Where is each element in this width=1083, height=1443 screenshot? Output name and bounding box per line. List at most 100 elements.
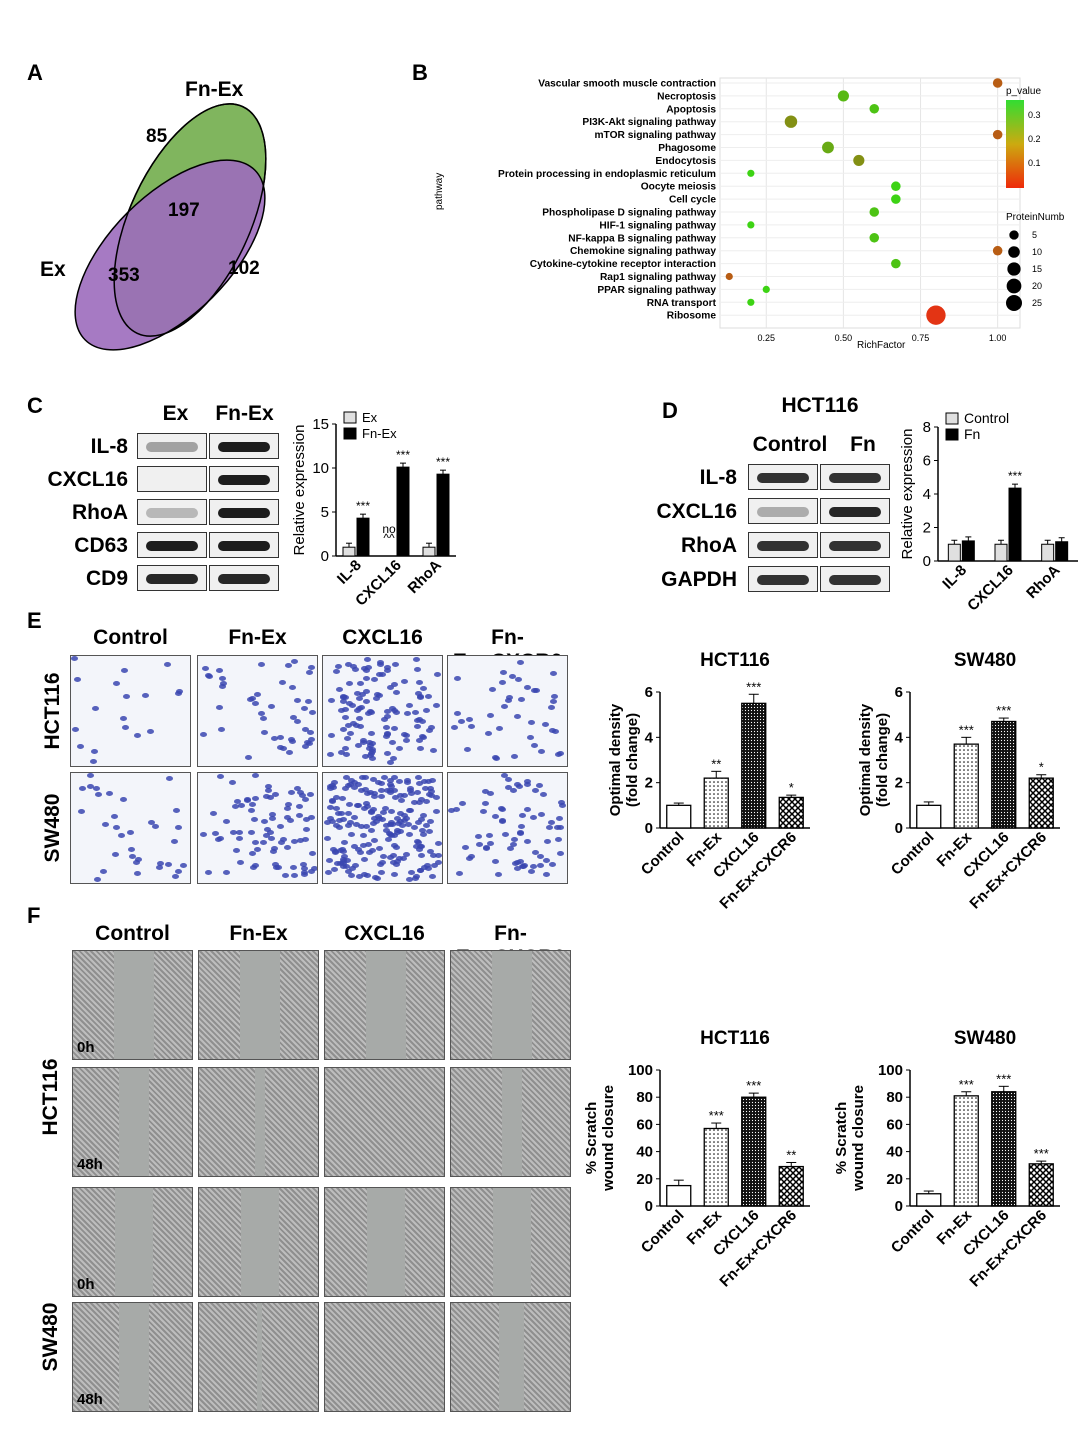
stained-cell (377, 794, 385, 800)
stained-cell (400, 813, 408, 819)
pathway-dot (992, 78, 1003, 88)
stained-cell (346, 680, 354, 686)
stained-cell (373, 696, 381, 702)
blot-band (757, 507, 809, 517)
stained-cell (354, 708, 362, 714)
stained-cell (148, 820, 156, 826)
y-tick-label: 15 (312, 416, 329, 433)
blot-lane (137, 499, 207, 525)
stained-cell (426, 785, 434, 791)
legend-size-title: ProteinNumb (1006, 212, 1065, 223)
time-label: 48h (77, 1156, 103, 1173)
stained-cell (369, 756, 377, 762)
legend-pvalue-title: p_value (1006, 86, 1041, 97)
significance-label: ** (786, 1147, 796, 1162)
pathway-dot (891, 258, 901, 269)
stained-cell (407, 787, 415, 793)
stained-cell (349, 702, 357, 708)
pathway-dot (762, 285, 770, 293)
stained-cell (518, 813, 526, 819)
chart-title: HCT116 (700, 1028, 770, 1049)
stained-cell (355, 695, 363, 701)
stained-cell (456, 870, 464, 876)
y-tick-label: 6 (895, 684, 903, 701)
stained-cell (370, 794, 378, 800)
y-tick-label: 40 (886, 1144, 903, 1161)
stained-cell (461, 845, 469, 851)
blot-band (146, 574, 198, 584)
wound-gap (492, 1188, 531, 1296)
stained-cell (352, 667, 360, 673)
blot-band (829, 473, 881, 483)
legend-pvalue-tick: 0.2 (1028, 134, 1041, 144)
bar (916, 1193, 942, 1207)
stained-cell (277, 734, 285, 740)
transwell-image (197, 655, 318, 767)
stained-cell (141, 692, 149, 698)
stained-cell (89, 758, 97, 764)
stained-cell (307, 664, 315, 670)
stained-cell (267, 795, 275, 801)
stained-cell (391, 871, 399, 877)
stained-cell (420, 865, 428, 871)
stained-cell (299, 862, 307, 868)
bar (1008, 487, 1022, 562)
stained-cell (403, 851, 411, 857)
significance-label: no (382, 522, 396, 536)
stained-cell (260, 818, 268, 824)
stained-cell (102, 822, 110, 828)
stained-cell (500, 773, 508, 779)
stained-cell (267, 830, 275, 836)
stained-cell (419, 686, 427, 692)
stained-cell (547, 820, 555, 826)
stained-cell (282, 873, 290, 879)
stained-cell (429, 778, 437, 783)
stained-cell (332, 849, 340, 855)
blot-row-label: GAPDH (661, 568, 737, 591)
time-label: 0h (77, 1039, 95, 1056)
pathway-label: PI3K-Akt signaling pathway (582, 117, 716, 128)
stained-cell (384, 836, 392, 842)
significance-label: *** (959, 1077, 974, 1092)
stained-cell (359, 691, 367, 697)
blot-row-label: CXCL16 (47, 468, 128, 491)
stained-cell (374, 814, 382, 820)
wound-gap (365, 951, 406, 1059)
stained-cell (134, 871, 142, 877)
stained-cell (448, 807, 456, 813)
stained-cell (466, 717, 474, 723)
stained-cell (324, 820, 332, 826)
stained-cell (236, 859, 244, 865)
legend-label: Fn-Ex (362, 426, 397, 441)
stained-cell (391, 788, 399, 794)
stained-cell (79, 785, 87, 791)
stained-cell (419, 733, 427, 739)
y-tick-label: 0 (645, 1198, 653, 1215)
stained-cell (94, 876, 102, 882)
stained-cell (511, 836, 519, 842)
stained-cell (410, 800, 418, 806)
stained-cell (345, 811, 353, 817)
pathway-dot (926, 305, 946, 325)
y-tick-label: 6 (923, 453, 931, 470)
stained-cell (280, 745, 288, 751)
stained-cell (327, 697, 335, 703)
blot-d-title: HCT116 (781, 394, 859, 417)
stained-cell (371, 837, 379, 843)
legend-size-tick: 5 (1032, 230, 1037, 240)
stained-cell (91, 749, 99, 755)
blot-band (218, 508, 270, 518)
scratch-image (324, 950, 445, 1060)
chart-title: HCT116 (700, 650, 770, 671)
blot-d-col-fn: Fn (850, 433, 876, 456)
bar (666, 1184, 692, 1207)
stained-cell (270, 735, 278, 741)
pathway-label: Necroptosis (657, 91, 716, 102)
stained-cell (492, 814, 500, 820)
bar (342, 546, 356, 557)
stained-cell (546, 825, 554, 831)
scratch-image (198, 1067, 319, 1177)
blot-band (218, 574, 270, 584)
stained-cell (71, 727, 79, 733)
stained-cell (524, 779, 532, 785)
